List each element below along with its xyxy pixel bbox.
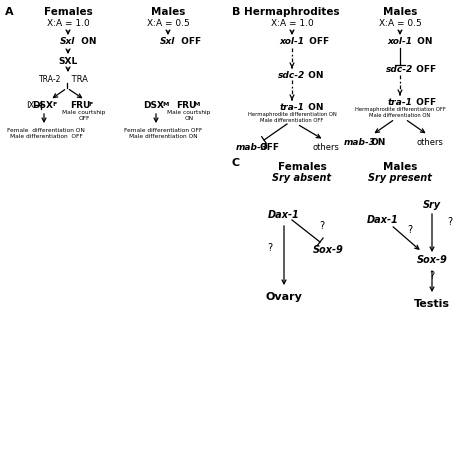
- Text: others: others: [417, 138, 444, 146]
- Text: Hermaphrodite differentiation OFF: Hermaphrodite differentiation OFF: [355, 106, 446, 112]
- Text: ON: ON: [305, 71, 323, 80]
- Text: sdc-2: sdc-2: [278, 71, 306, 80]
- Text: Dax-1: Dax-1: [367, 215, 399, 225]
- Text: tra-1: tra-1: [388, 98, 412, 106]
- Text: Females: Females: [44, 7, 92, 17]
- Text: OFF: OFF: [260, 142, 280, 152]
- Text: Sox-9: Sox-9: [313, 245, 343, 255]
- Text: Male differentiation ON: Male differentiation ON: [369, 113, 430, 118]
- Text: Dax-1: Dax-1: [268, 210, 300, 220]
- Text: Male differentiation OFF: Male differentiation OFF: [260, 118, 324, 122]
- Text: DSX: DSX: [33, 100, 54, 109]
- Text: Sxl: Sxl: [160, 38, 176, 46]
- Text: Sox-9: Sox-9: [417, 255, 447, 265]
- Text: SXL: SXL: [58, 57, 78, 66]
- Text: Sry absent: Sry absent: [273, 173, 331, 183]
- Text: mab-3: mab-3: [236, 142, 268, 152]
- Text: ON: ON: [305, 102, 323, 112]
- Text: M: M: [163, 102, 169, 107]
- Text: M: M: [194, 102, 200, 107]
- Text: Male courtship: Male courtship: [167, 109, 210, 114]
- Text: Male courtship: Male courtship: [62, 109, 106, 114]
- Text: IX: IX: [26, 100, 34, 109]
- Text: TRA-2: TRA-2: [38, 74, 61, 84]
- Text: Male differentiation ON: Male differentiation ON: [128, 133, 197, 139]
- Text: C: C: [232, 158, 240, 168]
- Text: Female differentiation OFF: Female differentiation OFF: [124, 127, 202, 133]
- Text: xol-1: xol-1: [388, 38, 412, 46]
- Text: Male differentiation  OFF: Male differentiation OFF: [9, 133, 82, 139]
- Text: F: F: [53, 102, 57, 107]
- Text: A: A: [5, 7, 14, 17]
- Text: X:A = 0.5: X:A = 0.5: [379, 19, 421, 27]
- Text: Sry present: Sry present: [368, 173, 432, 183]
- Text: ?: ?: [267, 243, 273, 253]
- Text: OFF: OFF: [178, 38, 201, 46]
- Text: ON: ON: [370, 138, 386, 146]
- Text: OFF: OFF: [413, 98, 436, 106]
- Text: X:A = 0.5: X:A = 0.5: [146, 19, 190, 27]
- Text: Sry: Sry: [423, 200, 441, 210]
- Text: Females: Females: [278, 162, 327, 172]
- Text: OFF: OFF: [306, 38, 329, 46]
- Text: ?: ?: [319, 221, 325, 231]
- Text: Ovary: Ovary: [265, 292, 302, 302]
- Text: ?: ?: [447, 217, 453, 227]
- Text: Hermaphrodites: Hermaphrodites: [244, 7, 340, 17]
- Text: FRU: FRU: [176, 100, 196, 109]
- Text: ON: ON: [414, 38, 432, 46]
- Text: B: B: [232, 7, 240, 17]
- Text: sdc-2: sdc-2: [386, 66, 414, 74]
- Text: ?: ?: [408, 225, 412, 235]
- Text: ON: ON: [78, 38, 97, 46]
- Text: xol-1: xol-1: [280, 38, 304, 46]
- Text: X:A = 1.0: X:A = 1.0: [271, 19, 313, 27]
- Text: X:A = 1.0: X:A = 1.0: [46, 19, 90, 27]
- Text: Males: Males: [383, 7, 417, 17]
- Text: OFF: OFF: [413, 66, 436, 74]
- Text: ON: ON: [184, 115, 193, 120]
- Text: Testis: Testis: [414, 299, 450, 309]
- Text: TRA: TRA: [69, 74, 88, 84]
- Text: Hermaphrodite differentiation ON: Hermaphrodite differentiation ON: [247, 112, 337, 117]
- Text: ?: ?: [429, 271, 435, 281]
- Text: Males: Males: [383, 162, 417, 172]
- Text: DSX: DSX: [144, 100, 164, 109]
- Text: Sxl: Sxl: [60, 38, 76, 46]
- Text: tra-1: tra-1: [280, 102, 304, 112]
- Text: mab-3: mab-3: [344, 138, 376, 146]
- Text: FRU: FRU: [70, 100, 90, 109]
- Text: F: F: [89, 102, 93, 107]
- Text: Males: Males: [151, 7, 185, 17]
- Text: others: others: [312, 142, 339, 152]
- Text: OFF: OFF: [78, 115, 90, 120]
- Text: Female  differentiation ON: Female differentiation ON: [7, 127, 85, 133]
